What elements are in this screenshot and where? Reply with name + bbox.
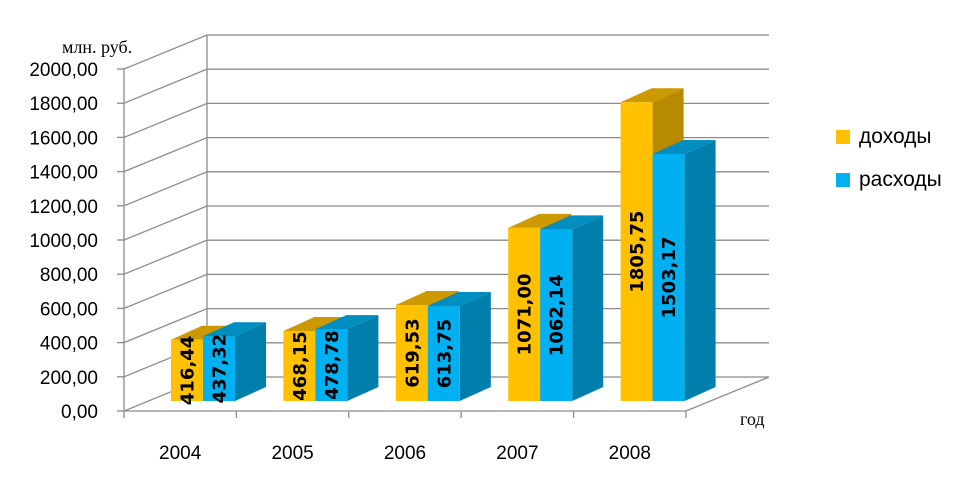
y-tick-label: 1600,00 [29,128,98,149]
legend-label-income: доходы [859,125,932,148]
data-label: 1071,00 [515,273,536,355]
legend-item-income: доходы [836,125,942,148]
y-axis-title: млн. руб. [62,37,132,57]
bar [427,306,460,401]
floor-right-edge [685,376,770,412]
data-label: 437,32 [210,334,231,403]
legend-label-expenses: расходы [859,168,942,191]
bar-side [235,322,266,401]
data-label: 613,75 [434,319,455,388]
x-tick-label: 2008 [609,443,651,464]
legend-swatch-expenses [836,173,850,187]
bar [620,102,653,402]
bar [508,227,541,401]
bar-top [203,322,266,337]
data-label: 416,44 [178,336,199,405]
bar [540,229,573,401]
y-tick-label: 2000,00 [29,60,98,81]
legend-swatch-income [836,130,850,144]
x-axis-title: год [740,409,765,429]
bar-top [427,292,491,307]
y-tick-label: 600,00 [40,299,98,320]
bar [171,339,203,401]
x-tick-label: 2004 [159,443,202,464]
bar-side [684,139,716,401]
y-tick-label: 1000,00 [29,231,98,252]
y-tick-label: 200,00 [40,368,98,389]
bars [171,88,716,402]
gridline [123,34,769,70]
data-labels: 416,44 437,32 468,15 478,78 619,53 613,75 1071… [178,211,681,406]
y-tick-label: 800,00 [40,265,98,286]
y-tick-label: 1400,00 [29,163,98,184]
y-tick-label: 1800,00 [29,94,98,115]
x-tick-label: 2006 [384,443,426,464]
bar [283,330,316,401]
bar [652,153,685,401]
bar [203,336,235,401]
legend-item-expenses: расходы [836,168,942,191]
bar [395,305,428,401]
x-tick-label: 2005 [271,443,313,464]
bar-top [171,325,234,340]
bar-top [620,88,684,103]
bar-top [508,213,572,228]
bar-top [283,316,347,331]
bar-top [540,215,604,230]
y-tick-label: 0,00 [61,402,98,423]
data-label: 619,53 [402,318,423,387]
data-label: 468,15 [290,331,311,400]
x-tick-label: 2007 [496,443,538,464]
legend: доходы расходы [836,125,942,212]
bar-top [315,315,379,330]
axes: 0,00 200,00 400,00 600,00 800,00 1000,00 1200,… [29,35,770,464]
bar-side [572,215,604,401]
bar-top [652,139,716,154]
y-tick-label: 400,00 [40,334,98,355]
data-label: 1805,75 [627,211,648,293]
bar-side [347,315,379,401]
data-label: 1062,14 [547,274,568,356]
bar [315,329,348,401]
data-label: 1503,17 [659,236,680,318]
bar-top [395,291,459,306]
y-tick-label: 1200,00 [29,197,98,218]
data-label: 478,78 [322,330,343,399]
bar-side [459,292,491,401]
